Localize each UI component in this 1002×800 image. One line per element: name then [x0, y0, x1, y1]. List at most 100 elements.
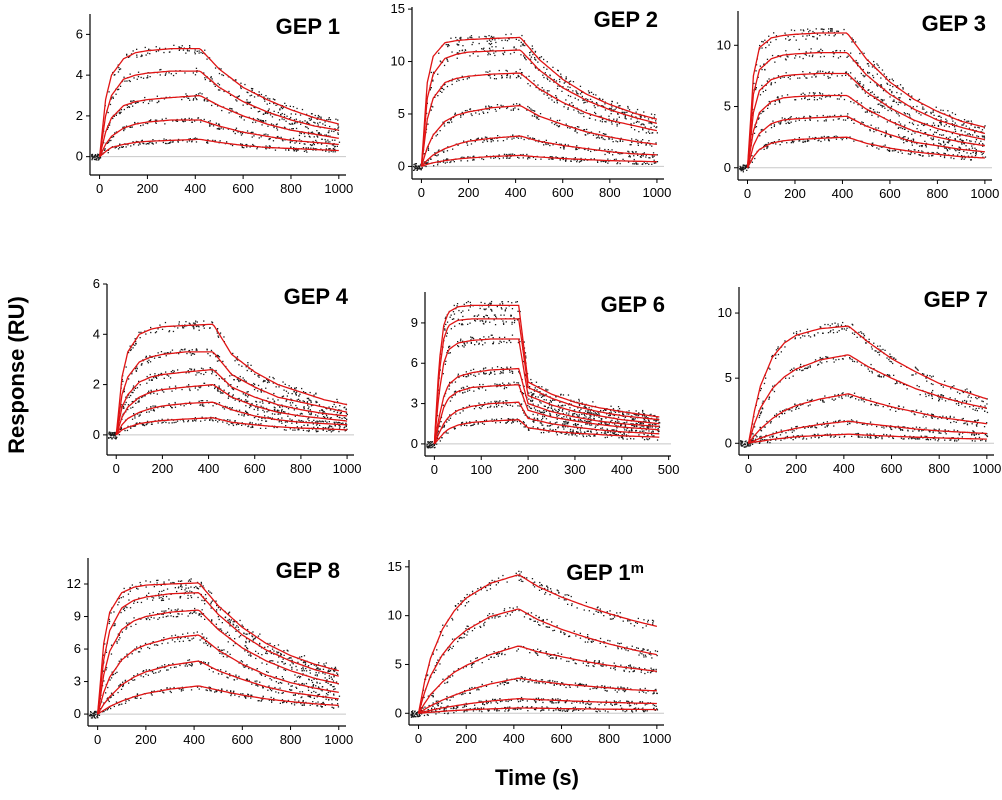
data-point — [517, 341, 520, 344]
data-point — [808, 136, 811, 138]
data-point — [574, 423, 577, 425]
data-point — [308, 117, 310, 120]
data-point — [470, 369, 472, 372]
data-point — [886, 82, 888, 84]
data-point — [596, 103, 598, 105]
data-point — [240, 143, 242, 145]
data-point — [847, 55, 849, 57]
data-point — [188, 140, 191, 142]
data-point — [513, 46, 515, 48]
data-point — [607, 149, 609, 151]
data-point — [313, 394, 315, 396]
data-point — [130, 145, 132, 147]
data-point — [107, 141, 110, 143]
data-point — [180, 404, 182, 406]
data-point — [136, 101, 138, 103]
data-point — [292, 123, 294, 125]
data-point — [135, 343, 137, 345]
data-point — [842, 119, 845, 121]
data-point — [309, 399, 311, 401]
data-point — [476, 315, 478, 317]
data-point — [427, 162, 429, 164]
data-point — [576, 91, 578, 93]
data-point — [915, 111, 918, 113]
data-point — [909, 98, 911, 100]
data-point — [642, 411, 644, 413]
data-point — [933, 143, 935, 145]
data-point — [211, 373, 213, 375]
data-point — [538, 139, 540, 141]
data-point — [817, 50, 819, 53]
data-point — [185, 372, 187, 374]
data-point — [916, 105, 918, 108]
data-point — [295, 392, 297, 394]
data-point — [519, 68, 521, 71]
data-point — [889, 149, 891, 151]
data-point — [485, 105, 487, 107]
data-point — [261, 400, 264, 402]
data-point — [182, 120, 184, 122]
data-point — [128, 106, 130, 108]
data-point — [596, 160, 599, 162]
data-point — [171, 349, 174, 351]
data-point — [743, 164, 746, 166]
data-point — [641, 415, 644, 417]
data-point — [645, 154, 647, 156]
data-point — [146, 420, 149, 422]
data-point — [219, 332, 222, 334]
data-point — [608, 414, 610, 417]
data-point — [886, 149, 889, 151]
data-point — [816, 37, 818, 39]
data-point — [611, 106, 613, 108]
data-point — [289, 118, 291, 120]
data-point — [984, 125, 986, 127]
x-tick-label: 200 — [152, 461, 174, 476]
data-point — [607, 424, 609, 426]
data-point — [628, 413, 630, 415]
data-point — [434, 96, 436, 98]
data-point — [560, 394, 562, 396]
data-point — [194, 51, 196, 53]
data-point — [302, 391, 305, 393]
data-point — [198, 326, 200, 328]
data-point — [271, 413, 274, 415]
data-point — [462, 392, 464, 394]
data-point — [828, 34, 830, 36]
data-point — [302, 429, 305, 431]
data-point — [517, 108, 520, 111]
data-point — [513, 51, 515, 54]
data-point — [525, 355, 527, 357]
data-point — [853, 122, 855, 124]
data-point — [618, 105, 620, 107]
data-point — [217, 390, 219, 392]
data-point — [148, 390, 150, 392]
data-point — [770, 82, 773, 84]
data-point — [545, 418, 548, 420]
data-point — [433, 165, 435, 167]
data-point — [285, 149, 287, 151]
data-point — [493, 74, 496, 76]
data-point — [465, 376, 467, 378]
data-point — [604, 148, 606, 151]
data-point — [119, 428, 121, 430]
data-point — [809, 119, 811, 121]
data-point — [885, 131, 887, 133]
data-point — [521, 34, 523, 37]
data-point — [894, 122, 896, 124]
data-point — [466, 142, 468, 144]
data-point — [462, 375, 465, 377]
data-point — [555, 409, 557, 412]
data-point — [562, 146, 565, 148]
data-point — [563, 82, 565, 84]
data-point — [273, 401, 276, 403]
data-point — [310, 113, 313, 115]
data-point — [834, 114, 836, 116]
data-point — [505, 69, 507, 72]
data-point — [946, 148, 948, 151]
data-point — [454, 381, 457, 383]
data-point — [744, 167, 746, 170]
data-point — [451, 396, 453, 399]
data-point — [503, 384, 505, 386]
data-point — [149, 120, 151, 122]
data-point — [488, 317, 490, 319]
